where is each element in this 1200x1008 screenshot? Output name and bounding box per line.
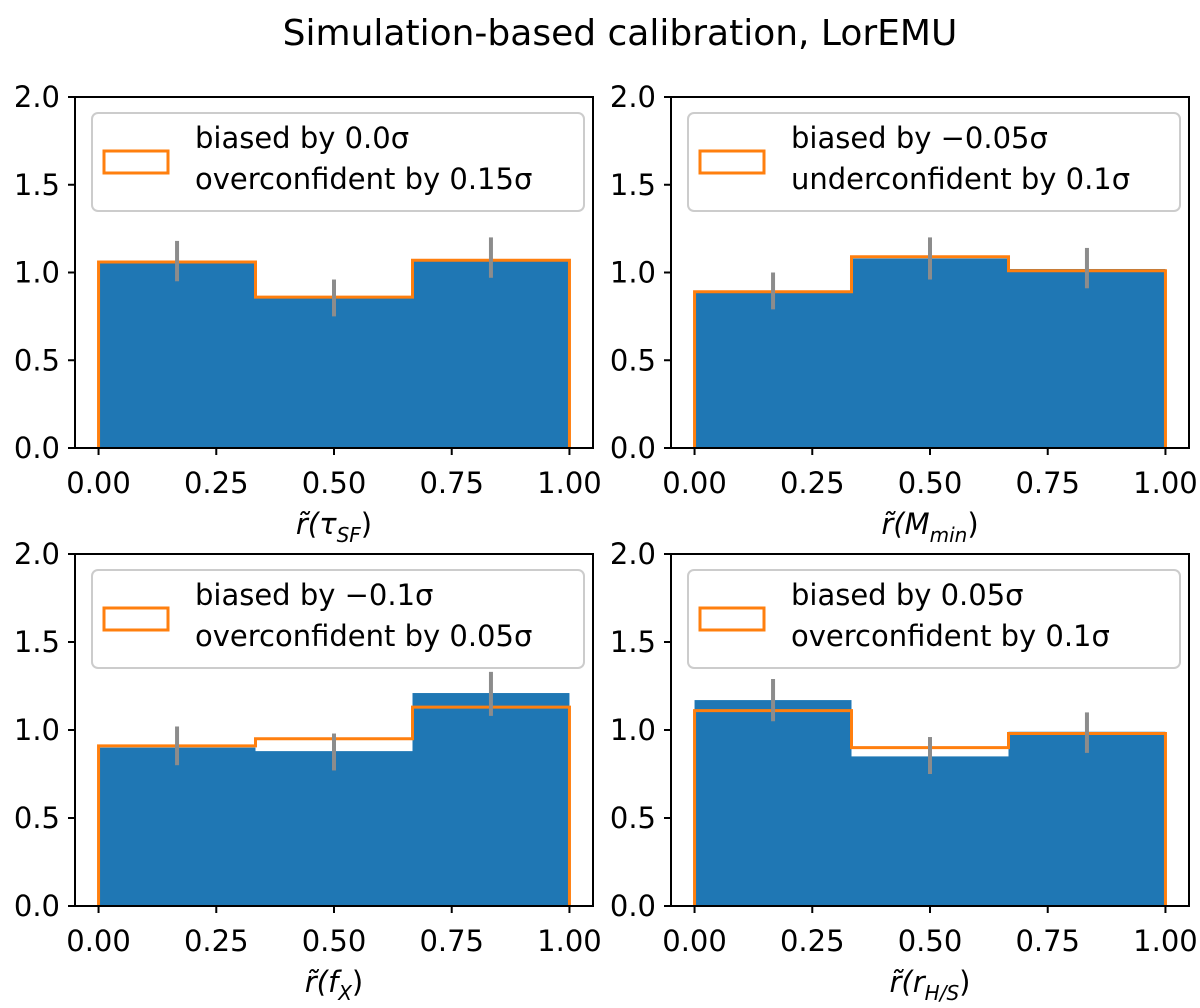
x-axis-label-close: ): [352, 965, 363, 999]
x-tick-label: 0.75: [1015, 924, 1080, 958]
legend-bias-text: biased by 0.05σ: [791, 578, 1024, 612]
x-tick-label: 1.00: [537, 466, 602, 500]
y-tick-label: 1.5: [14, 168, 60, 202]
x-tick-label: 0.50: [302, 924, 367, 958]
x-tick-label: 0.00: [66, 466, 131, 500]
legend-swatch: [698, 606, 766, 632]
y-tick-label: 1.0: [610, 713, 656, 747]
histogram-bar: [1008, 731, 1166, 906]
legend-box: [687, 569, 1181, 669]
x-tick-label: 0.75: [419, 466, 484, 500]
legend-confidence-text: overconfident by 0.15σ: [195, 162, 532, 196]
legend-swatch: [102, 149, 170, 175]
x-axis-label-close: ): [959, 965, 970, 999]
legend-swatch: [698, 149, 766, 175]
x-tick-label: 0.75: [419, 924, 484, 958]
y-tick-label: 2.0: [610, 80, 656, 114]
y-tick-label: 0.0: [14, 431, 60, 465]
histogram-bar: [98, 261, 256, 448]
y-tick-label: 0.5: [14, 343, 60, 377]
x-axis-label-subscript: X: [337, 981, 353, 1005]
x-axis-label-subscript: H/S: [925, 981, 960, 1005]
legend-bias-text: biased by −0.1σ: [195, 578, 433, 612]
y-tick-label: 1.0: [610, 256, 656, 290]
y-tick-label: 1.0: [14, 713, 60, 747]
legend-confidence-text: overconfident by 0.1σ: [791, 619, 1110, 653]
x-axis-label-main: r̃(r: [890, 965, 927, 999]
y-tick-label: 0.5: [14, 801, 60, 835]
panel-top-left: 0.00 0.25 0.50 0.75 1.00 0.0 0.5 1.0 1.5 2.0 r̃(τS…: [14, 80, 602, 547]
panels-container: 0.00 0.25 0.50 0.75 1.000.00.51.01.52.0r̃(τS…: [14, 80, 1198, 1005]
histogram-bar: [1008, 268, 1166, 448]
y-tick-label: 1.5: [610, 625, 656, 659]
legend-bias-text: biased by −0.05σ: [791, 121, 1048, 155]
histogram-bar: [255, 297, 413, 448]
y-tick-label: 1.5: [14, 625, 60, 659]
x-axis-label-subscript: min: [930, 523, 968, 547]
legend-confidence-text: underconfident by 0.1σ: [791, 162, 1130, 196]
x-axis-label-close: ): [967, 507, 978, 541]
x-axis-label-main: r̃(τ: [296, 507, 337, 541]
histogram-bar: [694, 700, 852, 906]
y-tick-label: 0.0: [610, 431, 656, 465]
legend-box: [687, 112, 1181, 212]
x-tick-label: 0.00: [66, 924, 131, 958]
y-tick-label: 0.5: [610, 801, 656, 835]
y-tick-label: 0.5: [610, 343, 656, 377]
legend-box: [91, 569, 585, 669]
histogram-bar: [98, 747, 256, 906]
x-tick-label: 0.25: [184, 466, 249, 500]
x-axis-label: r̃(rH/S): [890, 965, 971, 1005]
y-tick-label: 2.0: [14, 537, 60, 571]
x-tick-label: 0.00: [662, 466, 727, 500]
x-tick-label: 1.00: [537, 924, 602, 958]
legend-bias-text: biased by 0.0σ: [195, 121, 409, 155]
histogram-bar: [694, 291, 852, 448]
y-tick-label: 2.0: [14, 80, 60, 114]
panel-bottom-right: 0.00 0.25 0.50 0.75 1.00 0.0 0.5 1.0 1.5 2.0 r̃(rH…: [610, 537, 1198, 1005]
y-tick-label: 0.0: [14, 889, 60, 923]
legend-confidence-text: overconfident by 0.05σ: [195, 619, 532, 653]
histogram-bar: [412, 693, 570, 906]
histogram-bar: [851, 756, 1009, 906]
x-tick-label: 0.50: [898, 924, 963, 958]
legend-swatch: [102, 606, 170, 632]
x-axis-label-subscript: SF: [337, 523, 362, 547]
panel-bottom-left: 0.00 0.25 0.50 0.75 1.00 0.0 0.5 1.0 1.5 2.0 r̃(fX…: [14, 537, 602, 1005]
x-tick-label: 0.75: [1015, 466, 1080, 500]
histogram-bar: [412, 260, 570, 448]
x-axis-label-main: r̃(f: [305, 965, 342, 999]
y-tick-label: 2.0: [610, 537, 656, 571]
x-tick-label: 0.50: [898, 466, 963, 500]
x-axis-label: r̃(fX): [305, 965, 363, 1005]
panel-top-right: 0.00 0.25 0.50 0.75 1.00 0.0 0.5 1.0 1.5 2.0 r̃(Mm…: [610, 80, 1198, 547]
x-tick-label: 0.00: [662, 924, 727, 958]
x-axis-label-close: ): [361, 507, 372, 541]
x-tick-label: 0.25: [184, 924, 249, 958]
histogram-bar: [851, 258, 1009, 448]
x-axis-label: r̃(τSF): [296, 507, 372, 547]
y-tick-label: 1.5: [610, 168, 656, 202]
x-tick-label: 0.25: [780, 924, 845, 958]
x-tick-label: 0.25: [780, 466, 845, 500]
y-tick-label: 0.0: [610, 889, 656, 923]
legend-box: [91, 112, 585, 212]
x-tick-label: 1.00: [1133, 466, 1198, 500]
x-tick-label: 0.50: [302, 466, 367, 500]
x-axis-label-main: r̃(M: [881, 507, 929, 541]
y-tick-label: 1.0: [14, 256, 60, 290]
figure-title: Simulation-based calibration, LorEMU: [283, 13, 958, 54]
histogram-bar: [255, 751, 413, 906]
x-tick-label: 1.00: [1133, 924, 1198, 958]
x-axis-label: r̃(Mmin): [881, 507, 978, 547]
